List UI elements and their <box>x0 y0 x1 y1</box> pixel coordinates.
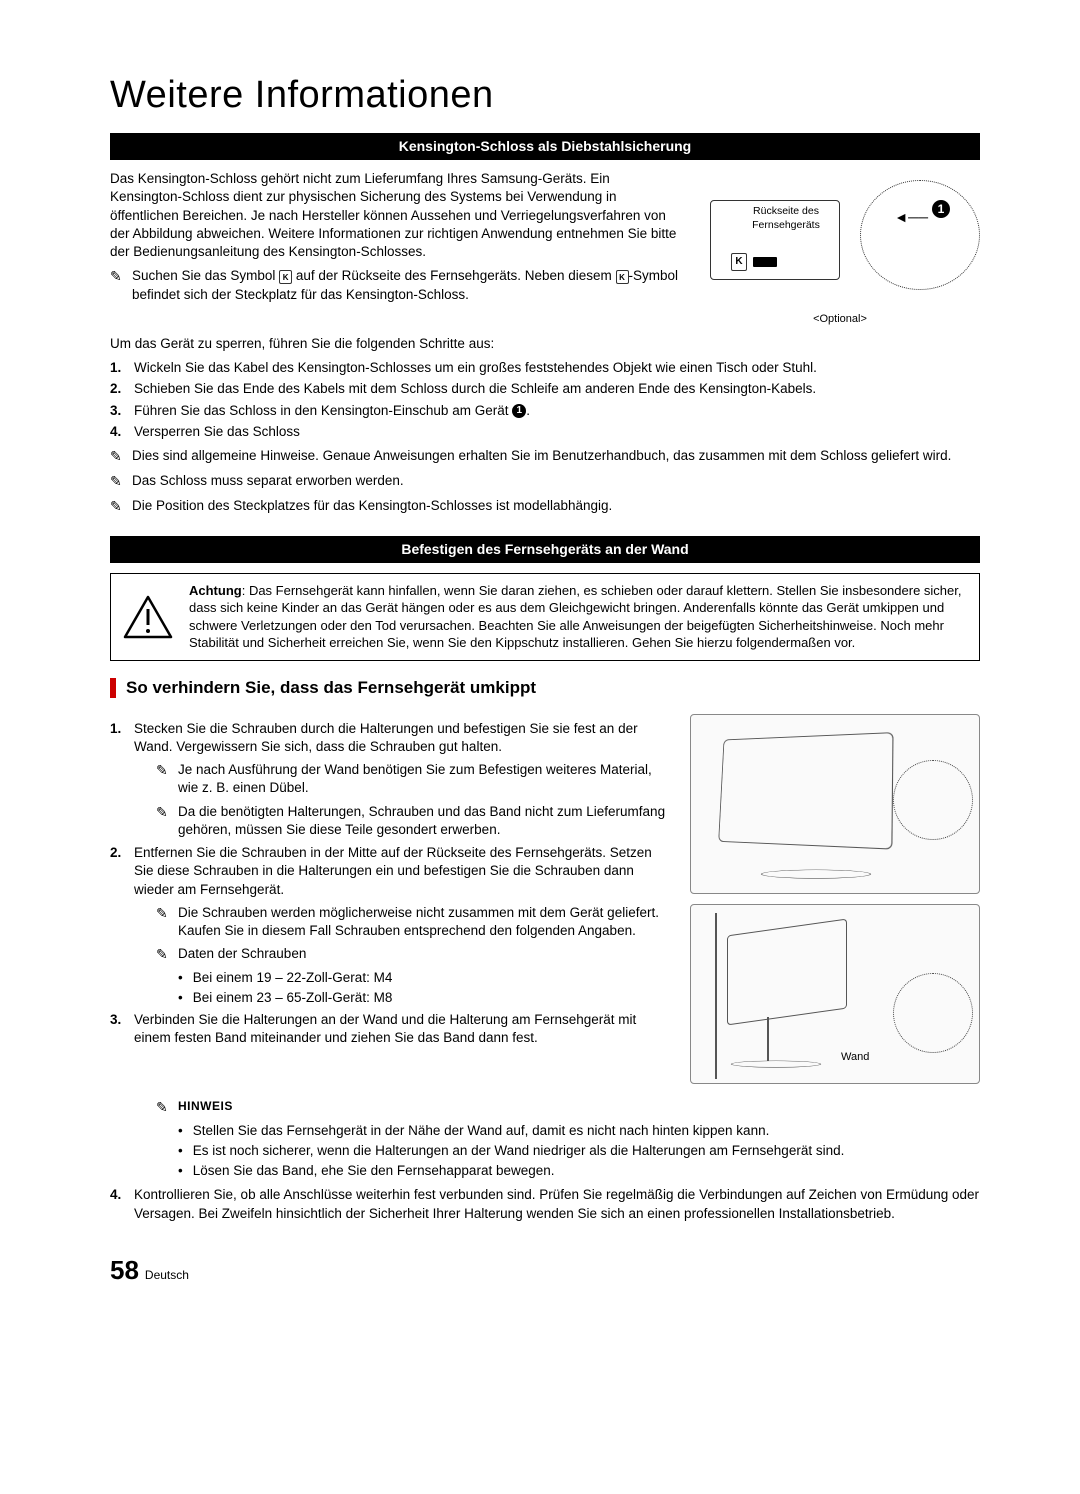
page-language: Deutsch <box>145 1267 189 1283</box>
kensington-steps: Wickeln Sie das Kabel des Kensington-Sch… <box>110 359 980 441</box>
page-number: 58 <box>110 1253 139 1288</box>
arrow-icon: ◄── <box>894 208 928 227</box>
callout-1-inline: 1 <box>512 404 526 418</box>
wall-diagram-top <box>690 714 980 894</box>
kensington-k-icon: K <box>279 270 292 284</box>
optional-label: <Optional> <box>700 312 980 327</box>
screw-spec-1: Bei einem 19 – 22-Zoll-Gerat: M4 <box>178 969 672 987</box>
tail-note-1: Dies sind allgemeine Hinweise. Genaue An… <box>132 447 980 466</box>
section-header-kensington: Kensington-Schloss als Diebstahlsicherun… <box>110 133 980 160</box>
note-icon: ✎ <box>110 497 132 516</box>
wall-diagram-bottom: Wand <box>690 904 980 1084</box>
section-header-wall: Befestigen des Fernsehgeräts an der Wand <box>110 536 980 563</box>
note-icon: ✎ <box>110 472 132 491</box>
note-icon: ✎ <box>156 1098 178 1117</box>
tv-back-label: Rückseite des Fernsehgeräts <box>736 204 836 232</box>
note-icon: ✎ <box>156 803 178 839</box>
wand-label: Wand <box>841 1050 869 1065</box>
wall-step-2: Entfernen Sie die Schrauben in der Mitte… <box>134 844 672 1007</box>
hinweis-label: HINWEIS <box>178 1098 233 1117</box>
step-3: Führen Sie das Schloss in den Kensington… <box>134 402 980 420</box>
step-2: Schieben Sie das Ende des Kabels mit dem… <box>134 380 980 398</box>
wall-step-3: Verbinden Sie die Halterungen an der Wan… <box>134 1011 672 1047</box>
accent-bar <box>110 678 116 698</box>
note-icon: ✎ <box>110 447 132 466</box>
note-icon: ✎ <box>156 904 178 940</box>
warning-box: Achtung: Das Fernsehgerät kann hinfallen… <box>110 573 980 661</box>
wall-step-4: Kontrollieren Sie, ob alle Anschlüsse we… <box>134 1186 980 1222</box>
tail-note-2: Das Schloss muss separat erworben werden… <box>132 472 980 491</box>
step1-note-2: Da die benötigten Halterungen, Schrauben… <box>178 803 672 839</box>
kensington-symbol-note: Suchen Sie das Symbol K auf der Rückseit… <box>132 267 680 303</box>
wall-diagrams: Wand <box>690 714 980 1094</box>
wall-step-1: Stecken Sie die Schrauben durch die Halt… <box>134 720 672 839</box>
subsection-title: So verhindern Sie, dass das Fernsehgerät… <box>126 677 536 700</box>
note-icon: ✎ <box>110 267 132 303</box>
page-title: Weitere Informationen <box>110 70 980 121</box>
kensington-slot-icon: K <box>731 253 747 271</box>
step-1: Wickeln Sie das Kabel des Kensington-Sch… <box>134 359 980 377</box>
warning-icon <box>121 582 175 652</box>
tail-note-3: Die Position des Steckplatzes für das Ke… <box>132 497 980 516</box>
kensington-intro: Das Kensington-Schloss gehört nicht zum … <box>110 170 680 261</box>
hinweis-1: Stellen Sie das Fernsehgerät in der Nähe… <box>178 1122 980 1140</box>
kensington-diagram: Rückseite des Fernsehgeräts K ◄── 1 <Opt… <box>700 170 980 327</box>
hinweis-3: Lösen Sie das Band, ehe Sie den Fernseha… <box>178 1162 980 1180</box>
step-4: Versperren Sie das Schloss <box>134 423 980 441</box>
step2-note-1: Die Schrauben werden möglicherweise nich… <box>178 904 672 940</box>
note-icon: ✎ <box>156 761 178 797</box>
warning-text: Achtung: Das Fernsehgerät kann hinfallen… <box>189 582 969 652</box>
lock-steps-intro: Um das Gerät zu sperren, führen Sie die … <box>110 335 980 353</box>
screw-spec-2: Bei einem 23 – 65-Zoll-Gerät: M8 <box>178 989 672 1007</box>
hinweis-2: Es ist noch sicherer, wenn die Halterung… <box>178 1142 980 1160</box>
page-footer: 58 Deutsch <box>110 1253 980 1288</box>
wall-steps: Stecken Sie die Schrauben durch die Halt… <box>110 720 672 1047</box>
kensington-k-icon: K <box>616 270 629 284</box>
step1-note-1: Je nach Ausführung der Wand benötigen Si… <box>178 761 672 797</box>
note-icon: ✎ <box>156 945 178 964</box>
wall-steps-cont: Kontrollieren Sie, ob alle Anschlüsse we… <box>110 1186 980 1222</box>
step2-note-2: Daten der Schrauben <box>178 945 306 964</box>
